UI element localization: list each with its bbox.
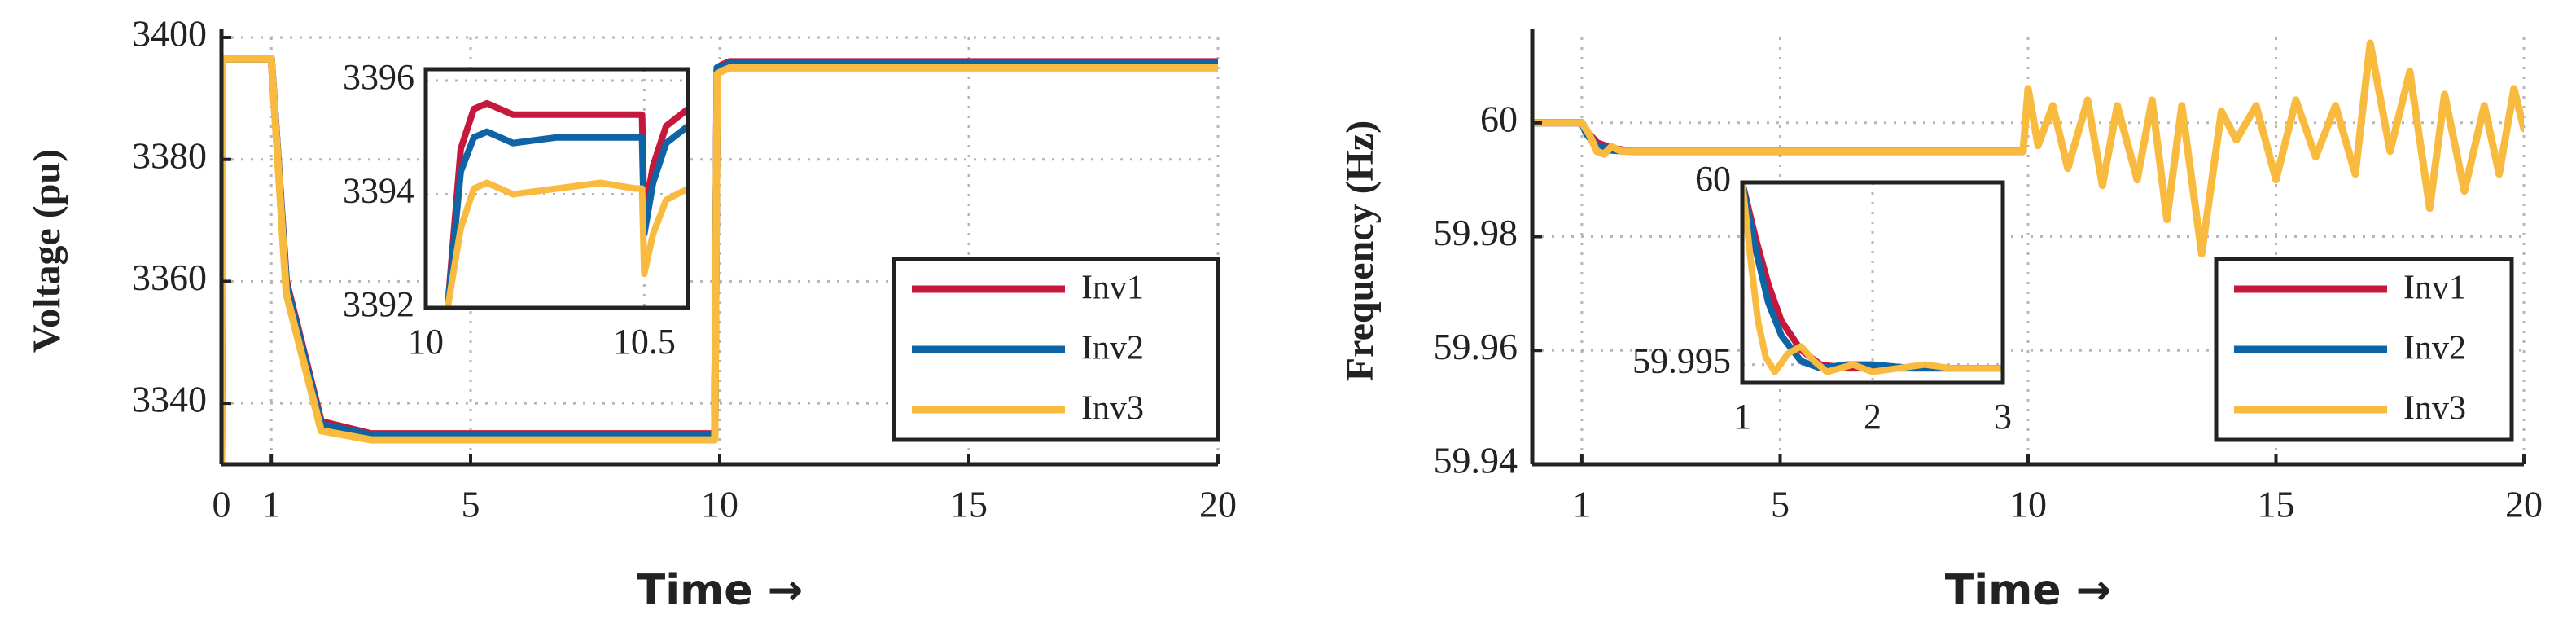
inset-x-tick-label: 10 — [408, 322, 444, 362]
inset-frame — [1740, 180, 2005, 385]
legend-label-inv3: Inv3 — [2403, 390, 2466, 428]
y-axis-label: Frequency (Hz) — [1338, 121, 1382, 381]
x-tick-label: 20 — [2505, 484, 2543, 525]
x-tick-label: 5 — [1771, 484, 1790, 525]
inset-series-line-inv1 — [444, 99, 688, 308]
y-tick-label: 59.94 — [1434, 440, 1518, 481]
x-tick-label: 15 — [950, 484, 988, 525]
x-axis-label: Time → — [637, 566, 803, 615]
legend-label-inv2: Inv2 — [1081, 330, 1144, 367]
x-tick-label: 0 — [212, 484, 231, 525]
y-tick-label: 3340 — [132, 379, 207, 420]
x-tick-label: 10 — [701, 484, 738, 525]
y-tick-label: 3360 — [132, 257, 207, 298]
inset-plot: 1 2 3 59.995 60 — [1632, 159, 2012, 437]
legend: Inv1 Inv2 Inv3 — [892, 257, 1220, 442]
y-tick-label: 59.98 — [1434, 212, 1518, 253]
legend-label-inv2: Inv2 — [2403, 330, 2466, 367]
legend: Inv1 Inv2 Inv3 — [2214, 257, 2514, 442]
series-group — [221, 55, 1218, 464]
y-tick-label: 60 — [1480, 98, 1518, 139]
inset-x-tick-label: 2 — [1864, 397, 1882, 437]
inset-series-line-inv3 — [444, 179, 688, 308]
inset-x-tick-label: 3 — [1994, 397, 2012, 437]
x-tick-label: 10 — [2009, 484, 2047, 525]
y-tick-label: 3400 — [132, 13, 207, 55]
series-line-inv3 — [221, 55, 1218, 464]
series-line-inv2 — [1532, 119, 2027, 156]
series-group — [1532, 39, 2524, 257]
inset-series-line-inv3 — [1742, 182, 2003, 375]
inset-y-tick-label: 3396 — [343, 57, 414, 97]
x-tick-label: 20 — [1199, 484, 1237, 525]
series-line-inv3 — [1532, 39, 2524, 257]
inset-plot: 10 10.5 3392 3394 3396 — [343, 57, 690, 362]
x-tick-label: 5 — [462, 484, 480, 525]
inset-series-group — [444, 99, 688, 308]
y-tick-label: 59.96 — [1434, 326, 1518, 367]
x-tick-label: 1 — [262, 484, 281, 525]
legend-label-inv3: Inv3 — [1081, 390, 1144, 428]
x-tick-label: 1 — [1572, 484, 1591, 525]
y-axis-label: Voltage (pu) — [25, 149, 68, 353]
x-tick-label: 15 — [2258, 484, 2295, 525]
inset-series-group — [1742, 182, 2003, 375]
legend-label-inv1: Inv1 — [1081, 270, 1144, 307]
inset-x-tick-label: 10.5 — [613, 322, 676, 362]
inset-y-tick-label: 3392 — [343, 284, 414, 324]
inset-frame — [423, 67, 690, 310]
y-tick-label: 3380 — [132, 134, 207, 176]
inset-y-tick-label: 59.995 — [1632, 341, 1731, 381]
inset-x-tick-label: 1 — [1733, 397, 1751, 437]
inset-series-line-inv2 — [444, 122, 688, 308]
legend-label-inv1: Inv1 — [2403, 270, 2466, 307]
inset-y-tick-label: 3394 — [343, 171, 414, 211]
inset-y-tick-label: 60 — [1695, 159, 1731, 199]
x-axis-label: Time → — [1945, 566, 2111, 615]
